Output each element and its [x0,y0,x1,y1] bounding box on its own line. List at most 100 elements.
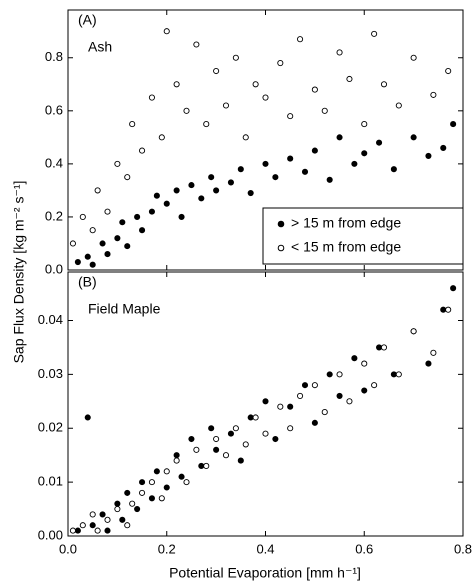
point [376,344,383,351]
point [213,187,220,194]
point [173,187,180,194]
point [148,94,155,101]
point [129,121,136,128]
point [361,150,368,157]
point [242,441,249,448]
point [287,403,294,410]
point [450,121,457,128]
point [104,527,111,534]
point [262,94,269,101]
y-tick-label: 0.6 [45,102,63,117]
point [163,468,170,475]
y-tick-label: 0.8 [45,49,63,64]
point [326,371,333,378]
point [351,355,358,362]
point [89,261,96,268]
point [163,28,170,35]
point [139,489,146,496]
y-axis-label: Sap Flux Density [kg m⁻² s⁻¹] [11,181,27,364]
point [262,430,269,437]
x-tick-label: 0.8 [454,541,472,556]
point [94,187,101,194]
point [297,36,304,43]
point [336,392,343,399]
panel-label: (A) [78,12,97,28]
point [203,462,210,470]
point [94,527,101,534]
point [336,49,343,56]
legend-label: < 15 m from edge [291,239,401,255]
point [287,155,294,162]
point [425,360,432,367]
point [272,435,279,443]
point [232,425,239,432]
point [252,414,259,421]
point [222,102,230,109]
point [311,419,318,426]
point [173,81,180,88]
point [148,208,155,215]
point [297,392,304,399]
point [287,113,294,120]
point [124,243,131,250]
point [178,213,185,220]
point [440,306,447,313]
point [346,398,353,405]
point [390,166,397,173]
y-tick-label: 0.2 [45,208,63,223]
y-tick-label: 0.00 [38,527,63,542]
point [69,240,76,247]
point [124,489,131,496]
point [395,102,402,109]
point [119,219,126,226]
x-tick-label: 0.2 [158,541,176,556]
point [321,409,328,416]
point [153,468,160,475]
point [124,174,131,181]
point [79,522,86,529]
point [450,285,457,292]
point [371,382,378,389]
point [232,54,239,61]
point [198,462,205,470]
point [380,81,388,88]
point [237,166,244,173]
point [193,41,200,48]
point [114,160,121,167]
y-tick-label: 0.04 [38,312,63,327]
point [163,484,170,491]
point [410,54,417,61]
point [252,81,259,88]
point [153,192,160,199]
point [410,134,417,141]
point [74,258,81,266]
point [203,121,210,128]
point [148,495,155,502]
panel-label: (B) [78,274,97,290]
point [376,139,383,146]
point [242,134,249,141]
legend-marker [277,220,285,228]
y-tick-label: 0.01 [38,474,63,489]
point [183,107,190,114]
x-tick-label: 0.6 [355,541,373,556]
point [247,414,254,421]
point [104,251,111,258]
point [198,195,205,202]
x-tick-label: 0.0 [59,541,77,556]
point [119,516,126,523]
point [129,500,136,507]
point [69,527,76,534]
point [183,479,190,486]
legend-marker [277,244,285,252]
point [277,403,284,410]
point [173,452,180,459]
point [208,174,215,181]
panel-title: Ash [88,39,112,55]
point [188,182,195,189]
point [272,174,279,181]
point [89,511,96,518]
point [213,446,220,453]
point [213,67,220,75]
x-axis-label: Potential Evaporation [mm h⁻¹] [169,565,361,581]
